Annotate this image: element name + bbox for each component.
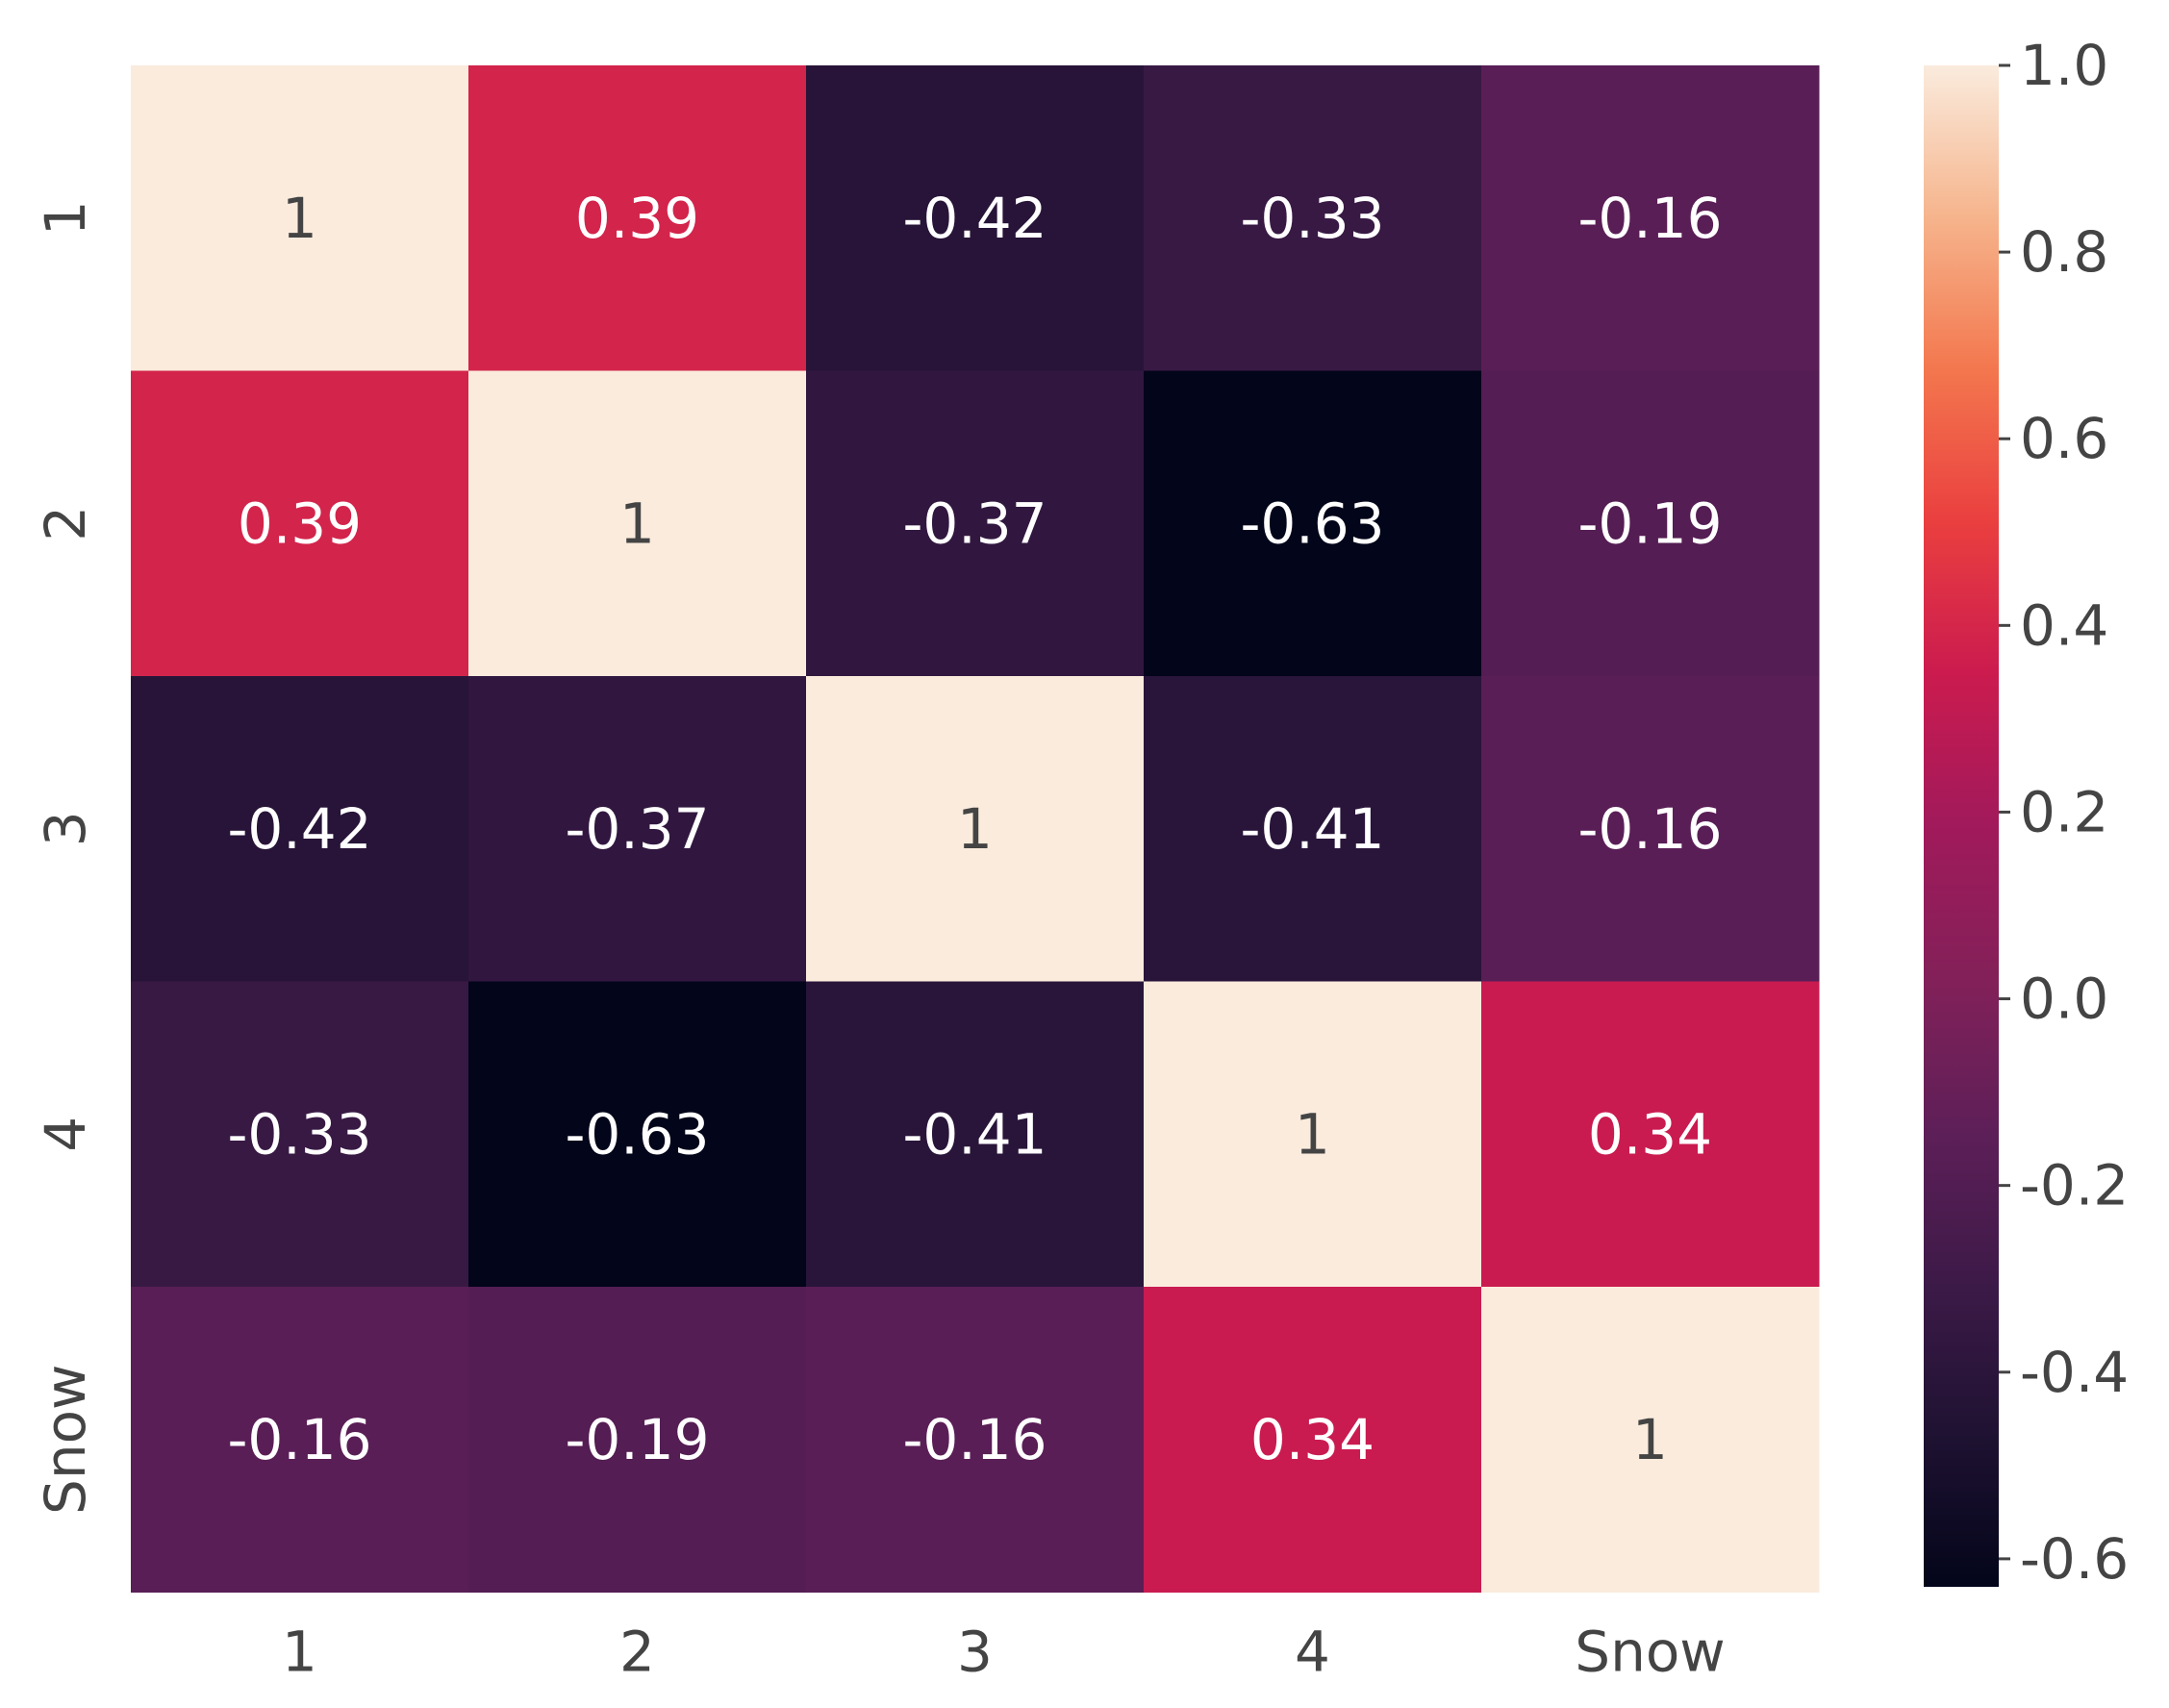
heatmap-cell-4-1 bbox=[131, 981, 469, 1288]
y-tick-label: 1 bbox=[33, 200, 98, 236]
x-tick-label: 1 bbox=[282, 1620, 317, 1685]
x-tick-label: 2 bbox=[619, 1620, 655, 1685]
heatmap-cell-1-3 bbox=[806, 65, 1145, 371]
y-tick-label: 4 bbox=[33, 1117, 98, 1152]
heatmap-cell-3-2 bbox=[468, 676, 807, 982]
y-tick-label: 2 bbox=[33, 506, 98, 541]
cell-annotation: 0.34 bbox=[1588, 1101, 1712, 1167]
heatmap-cell-2-3 bbox=[806, 370, 1145, 677]
cell-annotation: -0.16 bbox=[902, 1407, 1047, 1472]
cell-annotation: 1 bbox=[619, 490, 655, 556]
cell-annotation: 0.39 bbox=[238, 490, 362, 556]
cell-annotation: -0.19 bbox=[1577, 490, 1722, 556]
heatmap-cell-Snow-Snow bbox=[1481, 1287, 1820, 1593]
colorbar-tick-label: -0.4 bbox=[2020, 1340, 2129, 1405]
cell-annotation: -0.41 bbox=[1240, 796, 1384, 862]
heatmap-cell-3-Snow bbox=[1481, 676, 1820, 982]
cell-annotation: 1 bbox=[282, 186, 317, 251]
cell-annotation: 1 bbox=[957, 796, 993, 862]
heatmap-cell-2-1 bbox=[131, 370, 469, 677]
colorbar-gradient bbox=[1924, 65, 1999, 1587]
heatmap-cell-1-4 bbox=[1144, 65, 1482, 371]
cell-annotation: -0.63 bbox=[1240, 490, 1384, 556]
cell-annotation: -0.42 bbox=[902, 186, 1047, 251]
colorbar-tick-label: 0.8 bbox=[2020, 219, 2108, 285]
x-axis-ticks: 1 2 3 4 Snow bbox=[282, 1620, 1726, 1685]
heatmap-cell-2-4 bbox=[1144, 370, 1482, 677]
heatmap-cell-1-1 bbox=[131, 65, 469, 371]
heatmap-cells bbox=[131, 65, 1820, 1593]
cell-annotation: -0.63 bbox=[565, 1101, 709, 1167]
heatmap-cell-Snow-4 bbox=[1144, 1287, 1482, 1593]
y-tick-label: 3 bbox=[33, 811, 98, 846]
heatmap-cell-3-3 bbox=[806, 676, 1145, 982]
colorbar-tick-label: -0.6 bbox=[2020, 1526, 2129, 1592]
cell-annotation: -0.16 bbox=[1577, 796, 1722, 862]
colorbar-tick-label: 1.0 bbox=[2020, 33, 2108, 98]
heatmap-cell-1-Snow bbox=[1481, 65, 1820, 371]
cell-annotation: -0.16 bbox=[1577, 186, 1722, 251]
cell-annotation: 1 bbox=[1632, 1407, 1668, 1472]
heatmap-annotations: 1 0.39 -0.42 -0.33 -0.16 0.39 1 -0.37 -0.63 -0.19… bbox=[227, 186, 1722, 1472]
heatmap-cell-Snow-3 bbox=[806, 1287, 1145, 1593]
heatmap-cell-2-2 bbox=[468, 370, 807, 677]
cell-annotation: -0.37 bbox=[565, 796, 709, 862]
cell-annotation: -0.33 bbox=[1240, 186, 1384, 251]
x-tick-label: 4 bbox=[1295, 1620, 1330, 1685]
heatmap-cell-Snow-1 bbox=[131, 1287, 469, 1593]
cell-annotation: 0.34 bbox=[1250, 1407, 1375, 1472]
x-tick-label: 3 bbox=[957, 1620, 993, 1685]
heatmap-cell-4-4 bbox=[1144, 981, 1482, 1288]
heatmap-cell-4-2 bbox=[468, 981, 807, 1288]
cell-annotation: -0.41 bbox=[902, 1101, 1047, 1167]
y-axis-ticks: 1 2 3 4 Snow bbox=[33, 200, 98, 1515]
heatmap-cell-4-Snow bbox=[1481, 981, 1820, 1288]
heatmap-cell-4-3 bbox=[806, 981, 1145, 1288]
heatmap-cell-1-2 bbox=[468, 65, 807, 371]
y-tick-label: Snow bbox=[33, 1365, 98, 1516]
heatmap-cell-2-Snow bbox=[1481, 370, 1820, 677]
cell-annotation: -0.33 bbox=[227, 1101, 371, 1167]
colorbar-tick-label: 0.4 bbox=[2020, 592, 2108, 658]
cell-annotation: 1 bbox=[1295, 1101, 1330, 1167]
cell-annotation: -0.16 bbox=[227, 1407, 371, 1472]
colorbar-tick-label: 0.2 bbox=[2020, 779, 2108, 844]
colorbar-tick-label: 0.0 bbox=[2020, 967, 2108, 1032]
heatmap-cell-Snow-2 bbox=[468, 1287, 807, 1593]
cell-annotation: -0.42 bbox=[227, 796, 371, 862]
x-tick-label: Snow bbox=[1575, 1620, 1726, 1685]
heatmap-cell-3-4 bbox=[1144, 676, 1482, 982]
colorbar-tick-label: -0.2 bbox=[2020, 1153, 2129, 1218]
heatmap-cell-3-1 bbox=[131, 676, 469, 982]
cell-annotation: -0.19 bbox=[565, 1407, 709, 1472]
colorbar: 1.0 0.8 0.6 0.4 0.2 0.0 -0.2 -0.4 -0.6 bbox=[1924, 33, 2129, 1592]
cell-annotation: -0.37 bbox=[902, 490, 1047, 556]
colorbar-tick-label: 0.6 bbox=[2020, 406, 2108, 471]
cell-annotation: 0.39 bbox=[575, 186, 699, 251]
